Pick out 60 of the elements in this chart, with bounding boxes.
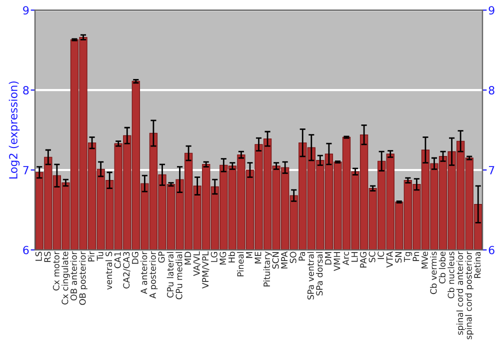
x-tick-label: Retina	[474, 252, 481, 278]
x-tick-label: spinal cord anterior	[456, 251, 465, 335]
x-tick-label: SCN	[272, 252, 279, 269]
y-tick-label: 7	[23, 166, 28, 174]
x-tick-label: MD	[184, 252, 191, 265]
x-tick-label: LG	[210, 252, 218, 262]
x-tick-label: Pa	[298, 252, 306, 261]
x-tick-label: VA/VL	[193, 251, 201, 276]
y-tick-label: 9	[23, 6, 29, 15]
x-tick-label: SPa ventral	[307, 252, 314, 300]
x-tick-label: VPM/VPL	[202, 251, 210, 289]
x-tick-label: MVe	[422, 252, 428, 268]
x-tick-label: PAG	[360, 252, 367, 268]
x-tick-label: Cx cingulate	[62, 252, 70, 305]
x-tick-label: ventral S	[105, 252, 112, 290]
x-tick-label: OB anterior	[70, 251, 77, 300]
x-tick-label: M	[246, 252, 252, 258]
x-tick-label: Pir	[88, 251, 94, 262]
x-tick-label: CPu medial	[176, 252, 182, 300]
x-tick-label: Tu	[96, 252, 104, 261]
x-tick-label: SO	[290, 252, 296, 263]
y2-tick-label: 6	[488, 246, 494, 254]
x-tick-label: CPu lateral	[166, 252, 174, 298]
y-tick-label: 8	[23, 86, 29, 94]
x-tick-label: LH	[351, 252, 358, 262]
x-tick-label: SC	[368, 252, 376, 262]
x-tick-label: MG	[220, 252, 226, 265]
x-tick-label: GP	[158, 252, 165, 263]
x-tick-label: Cx motor	[52, 251, 60, 290]
x-tick-label: ME	[254, 252, 262, 264]
x-tick-label: Pituitary	[263, 252, 272, 286]
x-tick-label: Tg	[404, 252, 412, 262]
x-tick-label: Cb vermis	[430, 252, 437, 294]
x-tick-label: SPa dorsal	[316, 252, 323, 296]
x-tick-label: Hb	[228, 252, 235, 262]
x-tick-label: Cb nucleus	[448, 252, 454, 298]
x-tick-label: RS	[44, 252, 51, 262]
x-tick-label: Pn	[412, 252, 420, 261]
x-tick-label: CA1	[114, 252, 121, 268]
y-tick-label: 6	[23, 246, 29, 254]
x-tick-label: CA2/CA3	[123, 252, 130, 288]
x-tick-label: A posterior	[149, 251, 158, 298]
x-tick-label: A anterior	[140, 251, 148, 294]
x-tick-label: DM	[325, 252, 332, 265]
x-tick-label: LS	[35, 252, 42, 261]
x-tick-label: IC	[378, 252, 384, 259]
y-axis-title: Log2 (expression)	[8, 81, 20, 178]
x-tick-label: Pineal	[237, 252, 244, 276]
x-tick-label: SN	[395, 252, 402, 263]
y2-tick-label: 7	[488, 166, 494, 174]
x-tick-label: MPA	[281, 251, 288, 268]
x-tick-label: OB posterior	[79, 251, 88, 305]
x-tick-label: Arc	[342, 252, 349, 266]
y2-tick-label: 8	[488, 86, 494, 94]
x-tick-label: spinal cord posterior	[465, 251, 474, 340]
y2-tick-label: 9	[488, 6, 494, 15]
x-tick-label: Cb lobe	[438, 252, 446, 284]
x-tick-label: VTA	[386, 251, 393, 268]
x-tick-label: DG	[132, 252, 138, 264]
x-tick-label: VMH	[334, 252, 340, 272]
